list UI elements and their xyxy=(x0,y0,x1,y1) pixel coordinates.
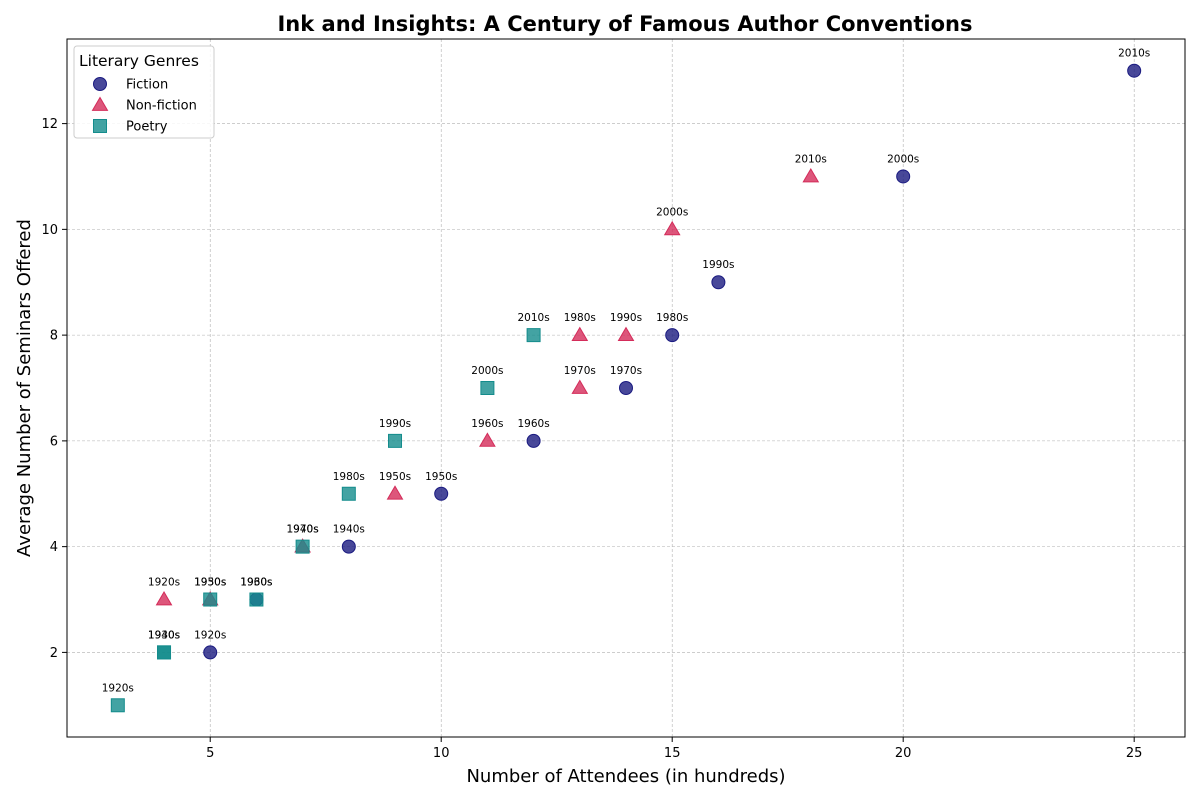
fiction-point-label: 1930s xyxy=(240,577,272,589)
chart-title: Ink and Insights: A Century of Famous Au… xyxy=(277,12,972,36)
poetry-point-label: 2010s xyxy=(518,312,550,324)
y-tick-label: 6 xyxy=(50,434,58,449)
non-fiction-point xyxy=(479,432,496,447)
fiction-point-label: 1970s xyxy=(610,365,642,377)
poetry-point-label: 1950s xyxy=(194,577,226,589)
y-axis-label: Average Number of Seminars Offered xyxy=(14,219,35,557)
fiction-point xyxy=(526,433,541,448)
x-axis-label: Number of Attendees (in hundreds) xyxy=(466,766,785,787)
x-tick-label: 20 xyxy=(895,746,912,761)
poetry-point xyxy=(526,328,541,343)
legend-non-fiction-label: Non-fiction xyxy=(126,99,197,114)
non-fiction-point-label: 1950s xyxy=(379,471,411,483)
poetry-point-label: 1980s xyxy=(333,471,365,483)
fiction-point-label: 1940s xyxy=(333,524,365,536)
non-fiction-point xyxy=(617,326,635,342)
poetry-point xyxy=(110,698,125,713)
non-fiction-point xyxy=(155,591,173,606)
legend-box xyxy=(73,45,215,139)
y-tick-label: 8 xyxy=(50,329,58,344)
poetry-point-label: 1990s xyxy=(379,418,411,430)
poetry-point-label: 1930s xyxy=(148,629,180,641)
poetry-point-label: 1940s xyxy=(148,629,180,641)
fiction-point-label: 1920s xyxy=(194,629,226,641)
points-layer xyxy=(110,63,1142,713)
poetry-point xyxy=(203,592,218,607)
poetry-point-label: 1960s xyxy=(240,577,272,589)
fiction-point xyxy=(896,169,911,184)
x-tick-label: 5 xyxy=(206,746,214,761)
poetry-point xyxy=(480,381,495,395)
poetry-point-label: 1920s xyxy=(102,682,134,694)
legend-non-fiction-marker xyxy=(91,96,109,111)
non-fiction-point xyxy=(663,220,681,236)
fiction-point xyxy=(1127,63,1142,78)
grid-layer xyxy=(67,39,1185,737)
x-tick-label: 15 xyxy=(664,746,681,761)
fiction-point-label: 1980s xyxy=(656,312,688,324)
non-fiction-point-label: 1940s xyxy=(287,524,319,536)
non-fiction-point-label: 1980s xyxy=(564,312,596,324)
legend-items: Fiction Non-fiction Poetry xyxy=(91,77,197,135)
fiction-point xyxy=(434,486,449,501)
fiction-point xyxy=(619,381,633,395)
x-tick-label: 10 xyxy=(433,746,450,761)
fiction-point-label: 2000s xyxy=(887,153,919,165)
poetry-point xyxy=(157,645,172,660)
poetry-point-label: 2000s xyxy=(471,365,503,377)
non-fiction-point-label: 1960s xyxy=(471,418,503,430)
legend: Literary Genres Fiction Non-fiction Poetry xyxy=(73,45,215,139)
fiction-point-label: 1950s xyxy=(425,471,457,483)
non-fiction-point-label: 1970s xyxy=(564,365,596,377)
legend-poetry-marker xyxy=(93,119,107,133)
fiction-point xyxy=(203,645,218,660)
non-fiction-point-label: 1990s xyxy=(610,312,642,324)
fiction-point xyxy=(665,328,680,343)
non-fiction-point-label: 1920s xyxy=(148,577,180,589)
poetry-point xyxy=(388,433,403,448)
non-fiction-point-label: 1930s xyxy=(194,577,226,589)
plot-frame xyxy=(66,38,1186,738)
fiction-point xyxy=(341,539,356,554)
non-fiction-point xyxy=(802,167,820,183)
fiction-point-label: 1960s xyxy=(518,418,550,430)
y-tick-label: 12 xyxy=(41,117,58,132)
legend-title: Literary Genres xyxy=(79,52,199,70)
non-fiction-point-label: 2000s xyxy=(656,206,688,218)
ticks-layer: 5 10 15 20 25 2 4 6 8 10 12 xyxy=(41,117,1142,761)
non-fiction-point xyxy=(571,379,589,394)
fiction-point-label: 1990s xyxy=(702,259,734,271)
fiction-point xyxy=(711,275,726,290)
x-tick-label: 25 xyxy=(1126,746,1143,761)
legend-fiction-marker xyxy=(93,77,107,91)
legend-fiction-label: Fiction xyxy=(126,78,168,93)
non-fiction-point xyxy=(571,326,589,342)
poetry-point xyxy=(295,539,310,554)
fiction-point-label: 2010s xyxy=(1118,48,1150,60)
non-fiction-point xyxy=(386,485,404,500)
legend-poetry-label: Poetry xyxy=(126,120,168,135)
y-tick-label: 4 xyxy=(50,540,58,555)
poetry-point xyxy=(249,592,264,607)
poetry-point-label: 1970s xyxy=(287,524,319,536)
y-tick-label: 10 xyxy=(41,223,58,238)
y-tick-label: 2 xyxy=(50,646,58,661)
poetry-point xyxy=(341,486,356,501)
point-labels-layer: 1920s1930s1940s1950s1960s1970s1980s1990s… xyxy=(102,48,1151,695)
non-fiction-point-label: 2010s xyxy=(795,153,827,165)
